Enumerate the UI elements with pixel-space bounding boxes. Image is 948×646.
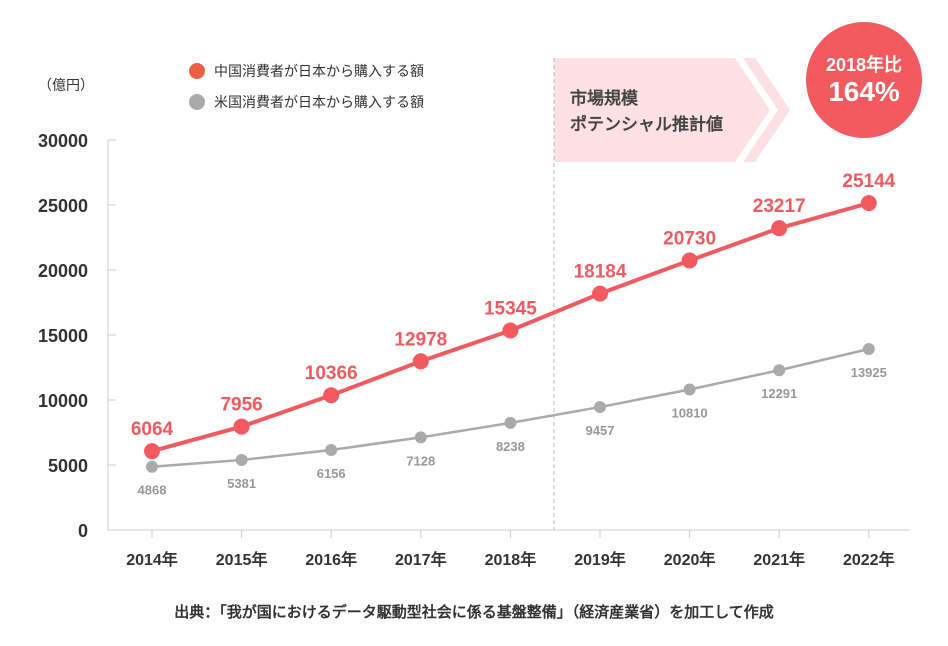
badge-line2: 164%	[828, 76, 900, 107]
china-data-label: 23217	[753, 196, 806, 217]
us-data-point	[594, 401, 606, 414]
china-data-label: 18184	[574, 262, 627, 283]
y-tick-label: 25000	[38, 196, 88, 216]
y-tick-label: 15000	[38, 326, 88, 346]
china-data-label: 20730	[663, 229, 716, 250]
x-tick-label: 2020年	[664, 550, 716, 569]
china-data-label: 10366	[305, 363, 358, 384]
us-data-point	[325, 443, 338, 456]
us-data-label: 4868	[138, 483, 167, 498]
us-data-point	[235, 454, 248, 467]
china-data-point	[233, 418, 250, 435]
source-note: 出典：「我が国におけるデータ駆動型社会に係る基盤整備」（経済産業省）を加工して作…	[174, 603, 774, 621]
china-data-label: 12978	[394, 329, 447, 350]
projection-banner	[554, 58, 770, 162]
y-tick-label: 20000	[38, 261, 88, 281]
legend-label-us: 米国消費者が日本から購入する額	[214, 94, 424, 110]
china-data-label: 6064	[131, 419, 174, 440]
y-tick-label: 5000	[48, 456, 88, 476]
china-data-point	[592, 285, 608, 302]
y-tick-label: 0	[78, 521, 88, 541]
x-tick-label: 2018年	[485, 550, 537, 569]
us-data-label: 6156	[317, 466, 346, 481]
us-data-point	[414, 431, 427, 444]
china-data-point	[323, 387, 340, 404]
us-data-point	[683, 383, 696, 396]
us-data-label: 10810	[672, 405, 708, 420]
us-data-label: 8238	[496, 439, 525, 454]
legend-swatch-us	[189, 94, 205, 110]
us-data-point	[146, 460, 158, 473]
china-data-point	[144, 443, 160, 460]
us-data-point	[504, 416, 517, 429]
x-tick-label: 2021年	[753, 550, 805, 569]
y-axis-label: （億円）	[38, 77, 94, 93]
china-data-point	[771, 220, 788, 237]
badge-circle	[806, 22, 922, 138]
us-data-label: 9457	[586, 423, 615, 438]
projection-label-1: 市場規模	[570, 88, 639, 108]
us-data-label: 7128	[406, 453, 435, 468]
china-data-point	[681, 252, 698, 269]
us-data-point	[862, 342, 875, 355]
x-tick-label: 2017年	[395, 550, 447, 569]
x-tick-label: 2019年	[574, 550, 626, 569]
badge-line1: 2018年比	[826, 54, 902, 75]
china-data-label: 25144	[842, 171, 895, 192]
us-data-point	[773, 364, 786, 377]
china-data-point	[412, 353, 429, 370]
china-data-label: 7956	[220, 395, 262, 416]
x-tick-label: 2014年	[126, 550, 178, 569]
us-data-label: 12291	[761, 386, 797, 401]
legend-label-china: 中国消費者が日本から購入する額	[214, 63, 424, 79]
x-tick-label: 2022年	[843, 550, 895, 569]
china-data-label: 15345	[484, 299, 537, 320]
legend-swatch-china	[189, 63, 205, 79]
x-tick-label: 2016年	[305, 550, 357, 569]
y-tick-label: 10000	[38, 391, 88, 411]
x-tick-label: 2015年	[216, 550, 268, 569]
projection-label-2: ポテンシャル推計値	[570, 114, 723, 134]
china-data-point	[502, 322, 519, 339]
y-tick-label: 30000	[38, 131, 88, 151]
projection-chevron	[743, 58, 790, 162]
china-data-point	[860, 195, 877, 212]
us-data-label: 5381	[227, 476, 256, 491]
us-data-label: 13925	[851, 365, 887, 380]
